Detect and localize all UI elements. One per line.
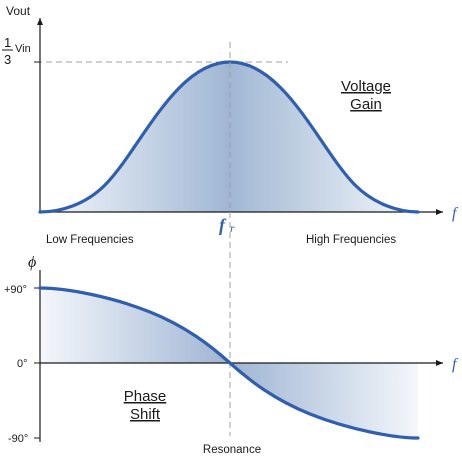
- tick-label-minus-90: -90°: [8, 433, 28, 445]
- phase-fill-negative: [230, 363, 418, 438]
- voltage-gain-title-line2: Gain: [350, 96, 382, 113]
- phase-x-axis-symbol: f: [452, 356, 459, 373]
- resonance-frequency-subscript: r: [230, 221, 235, 235]
- phase-shift-title-line2: Shift: [130, 406, 161, 423]
- voltage-gain-title-line1: Voltage: [341, 78, 391, 95]
- tick-label-zero: 0°: [17, 358, 28, 370]
- phase-shift-title-line1: Phase: [124, 388, 167, 405]
- vout-label: Vout: [6, 4, 31, 18]
- resonance-frequency-symbol: f: [219, 215, 227, 235]
- gain-fraction-suffix: Vin: [15, 43, 31, 55]
- gain-fraction-numerator: 1: [4, 35, 11, 50]
- phase-y-axis-symbol: ϕ: [28, 254, 36, 271]
- high-frequencies-label: High Frequencies: [306, 234, 396, 246]
- gain-x-axis-symbol: f: [452, 205, 459, 222]
- gain-fraction-denominator: 3: [4, 52, 11, 67]
- tick-label-plus-90: +90°: [4, 284, 27, 296]
- resonance-label: Resonance: [203, 444, 261, 456]
- gain-curve-fill: [40, 62, 418, 212]
- phase-curve: [38, 286, 420, 440]
- low-frequencies-label: Low Frequencies: [46, 234, 134, 246]
- phase-fill-positive: [40, 288, 230, 363]
